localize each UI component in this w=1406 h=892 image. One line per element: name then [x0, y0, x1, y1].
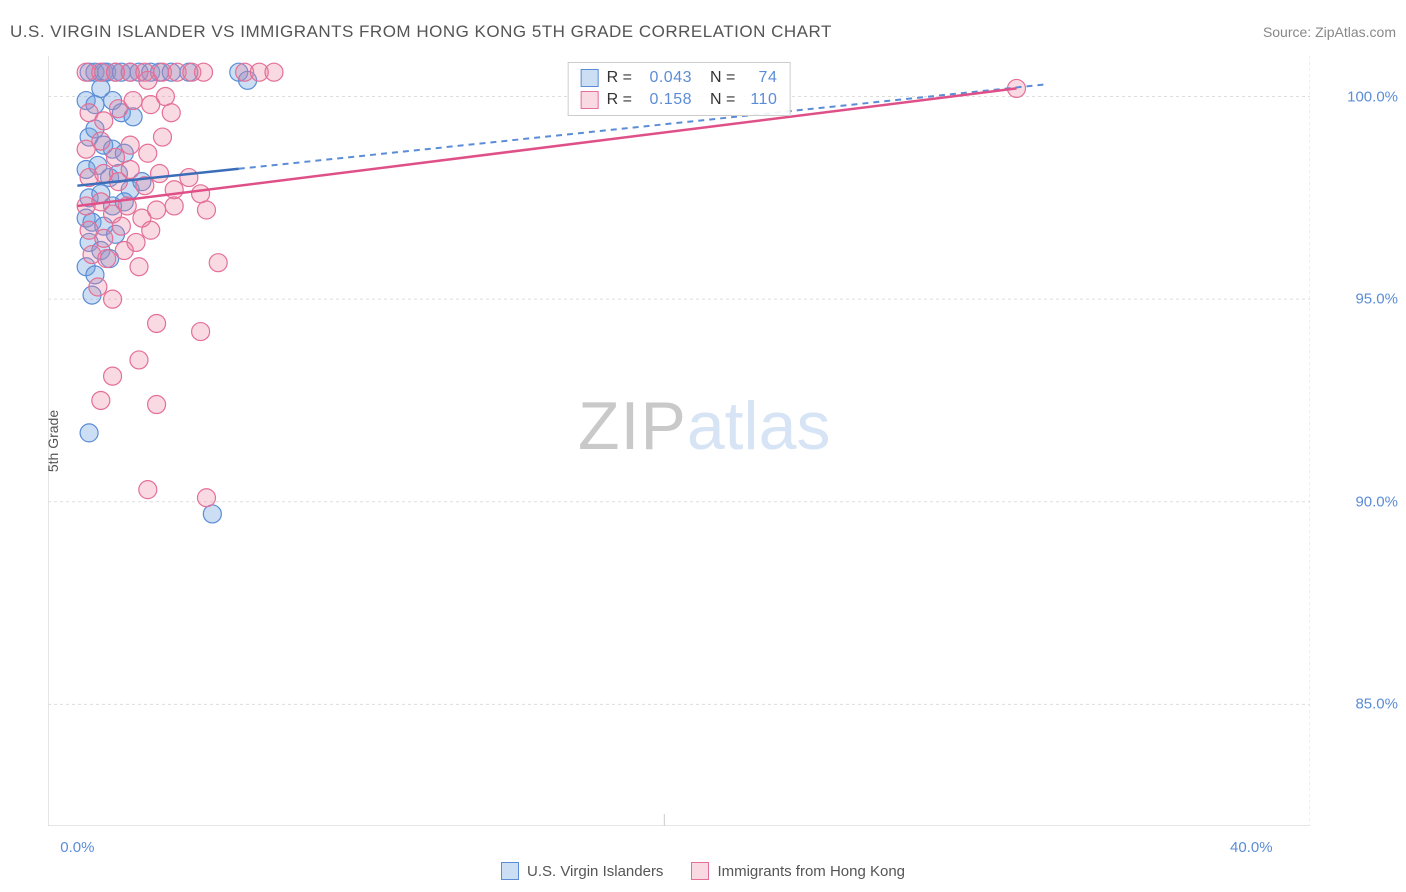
stats-n-label: N = — [710, 69, 735, 87]
legend-swatch — [691, 862, 709, 880]
data-point — [148, 396, 166, 414]
data-point — [92, 391, 110, 409]
stats-swatch — [581, 91, 599, 109]
data-point — [151, 165, 169, 183]
stats-swatch — [581, 69, 599, 87]
source-prefix: Source: — [1263, 24, 1315, 40]
stats-row: R = 0.158 N = 110 — [581, 89, 778, 111]
data-point — [104, 367, 122, 385]
data-point — [139, 144, 157, 162]
data-point — [265, 63, 283, 81]
data-point — [165, 181, 183, 199]
data-point — [124, 92, 142, 110]
legend-swatch — [501, 862, 519, 880]
stats-n-value: 74 — [743, 69, 777, 87]
data-point — [195, 63, 213, 81]
legend-label: Immigrants from Hong Kong — [717, 863, 905, 880]
source-attribution: Source: ZipAtlas.com — [1263, 24, 1396, 40]
data-point — [107, 148, 125, 166]
data-point — [95, 229, 113, 247]
data-point — [180, 169, 198, 187]
legend-item: U.S. Virgin Islanders — [501, 862, 663, 880]
data-point — [112, 217, 130, 235]
legend-label: U.S. Virgin Islanders — [527, 863, 663, 880]
data-point — [165, 197, 183, 215]
stats-r-value: 0.043 — [640, 69, 692, 87]
stats-n-label: N = — [710, 91, 735, 109]
x-tick-label: 0.0% — [60, 839, 94, 856]
y-tick-label: 90.0% — [1355, 493, 1398, 510]
legend-item: Immigrants from Hong Kong — [691, 862, 905, 880]
correlation-stats-box: R = 0.043 N = 74 R = 0.158 N = 110 — [568, 62, 791, 116]
stats-r-value: 0.158 — [640, 91, 692, 109]
y-tick-label: 95.0% — [1355, 291, 1398, 308]
header: U.S. VIRGIN ISLANDER VS IMMIGRANTS FROM … — [10, 22, 1396, 42]
data-point — [130, 351, 148, 369]
data-point — [92, 132, 110, 150]
data-point — [104, 290, 122, 308]
trend-line — [77, 88, 1016, 206]
y-tick-label: 85.0% — [1355, 696, 1398, 713]
data-point — [192, 185, 210, 203]
stats-n-value: 110 — [743, 91, 777, 109]
data-point — [197, 201, 215, 219]
data-point — [89, 278, 107, 296]
data-point — [197, 489, 215, 507]
scatter-plot — [48, 56, 1310, 826]
source-name: ZipAtlas.com — [1315, 24, 1396, 40]
data-point — [148, 314, 166, 332]
data-point — [203, 505, 221, 523]
data-point — [130, 258, 148, 276]
data-point — [209, 254, 227, 272]
chart-title: U.S. VIRGIN ISLANDER VS IMMIGRANTS FROM … — [10, 22, 832, 42]
bottom-legend: U.S. Virgin Islanders Immigrants from Hon… — [0, 862, 1406, 880]
data-point — [121, 160, 139, 178]
y-tick-label: 100.0% — [1347, 88, 1398, 105]
data-point — [95, 112, 113, 130]
data-point — [192, 323, 210, 341]
data-point — [139, 481, 157, 499]
chart-container: 5th Grade ZIPatlas R =0.043N =74R =0.158… — [48, 56, 1310, 826]
stats-r-label: R = — [607, 91, 632, 109]
data-point — [115, 242, 133, 260]
data-point — [153, 128, 171, 146]
data-point — [162, 104, 180, 122]
stats-r-label: R = — [607, 69, 632, 87]
data-point — [148, 201, 166, 219]
x-tick-label: 40.0% — [1230, 839, 1273, 856]
data-point — [156, 88, 174, 106]
data-point — [98, 250, 116, 268]
data-point — [121, 136, 139, 154]
stats-row: R = 0.043 N = 74 — [581, 67, 778, 89]
data-point — [142, 221, 160, 239]
data-point — [80, 424, 98, 442]
